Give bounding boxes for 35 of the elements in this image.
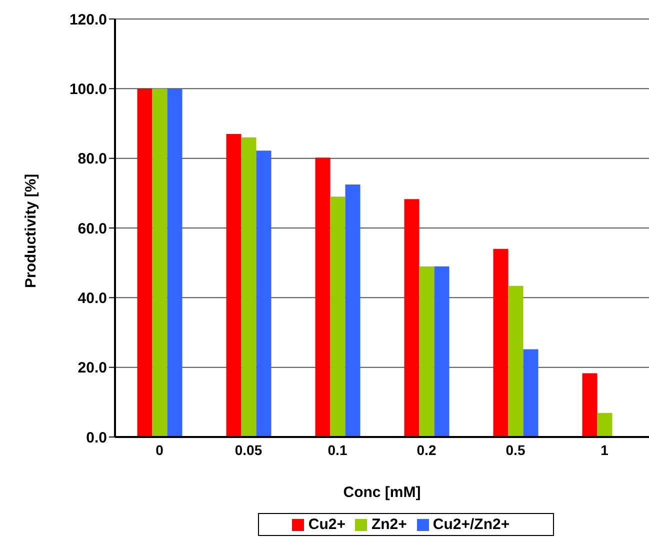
- y-tick-label: 60.0: [78, 220, 107, 238]
- bar: [167, 88, 182, 437]
- bar: [419, 266, 434, 437]
- bar: [434, 266, 450, 437]
- bar: [256, 150, 272, 437]
- x-tick-label: 0.5: [506, 442, 526, 458]
- x-tick-label: 0.1: [328, 442, 348, 458]
- y-tick-label: 120.0: [69, 11, 107, 28]
- x-tick-label: 1: [600, 442, 609, 458]
- bar: [597, 412, 612, 437]
- y-axis-title: Productivity [%]: [22, 174, 40, 288]
- bar: [330, 196, 346, 437]
- bar: [493, 248, 508, 437]
- legend-label: Cu2+: [308, 516, 346, 533]
- x-tick-label: 0.2: [416, 442, 436, 458]
- bar: [241, 137, 256, 437]
- y-tick-label: 80.0: [78, 150, 107, 168]
- bar: [582, 373, 598, 437]
- bar: [404, 199, 420, 437]
- x-axis-title: Conc [mM]: [343, 484, 421, 501]
- x-tick-label: 0.05: [234, 442, 262, 458]
- bar: [345, 184, 360, 437]
- x-tick-label: 0: [156, 442, 164, 458]
- bar: [523, 349, 538, 437]
- legend-label: Cu2+/Zn2+: [432, 516, 510, 533]
- bar: [315, 158, 330, 437]
- legend-label: Zn2+: [371, 516, 407, 533]
- bar: [152, 88, 168, 437]
- y-tick-label: 0.0: [86, 429, 107, 446]
- bar: [508, 286, 524, 437]
- y-tick-label: 100.0: [69, 80, 107, 98]
- y-tick-label: 40.0: [78, 290, 107, 307]
- bar: [226, 134, 242, 437]
- y-tick-label: 20.0: [78, 360, 107, 377]
- bar: [137, 88, 152, 437]
